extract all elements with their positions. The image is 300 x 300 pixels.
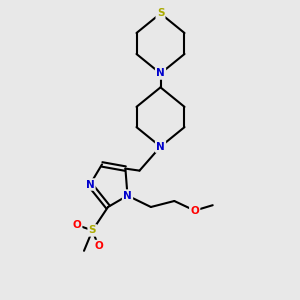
Text: N: N [85, 179, 94, 190]
Text: O: O [94, 241, 103, 251]
Text: S: S [157, 8, 164, 19]
Text: O: O [72, 220, 81, 230]
Text: O: O [190, 206, 199, 216]
Text: N: N [156, 142, 165, 152]
Text: N: N [123, 190, 132, 201]
Text: N: N [156, 68, 165, 79]
Text: S: S [89, 225, 96, 236]
